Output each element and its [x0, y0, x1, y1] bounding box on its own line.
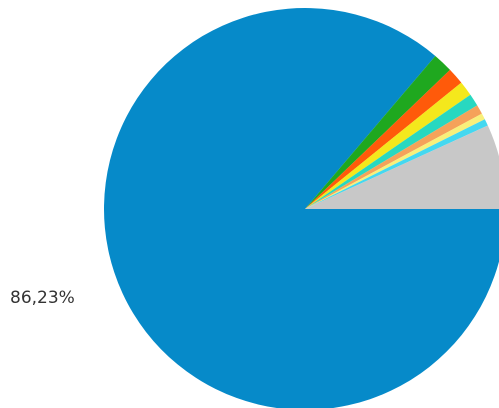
pie-slices — [104, 7, 499, 408]
pie-slice-3 — [305, 82, 471, 209]
pie-slice-7 — [305, 119, 488, 209]
pie-slice-2 — [305, 69, 462, 209]
slice-label-main: 86,23% — [10, 288, 75, 308]
pie-slice-1 — [305, 55, 451, 209]
pie-slice-5 — [305, 105, 482, 209]
pie-slice-4 — [305, 94, 478, 209]
pie-slice-0 — [104, 7, 499, 408]
pie-slice-8 — [305, 125, 499, 209]
pie-slice-6 — [305, 113, 485, 209]
